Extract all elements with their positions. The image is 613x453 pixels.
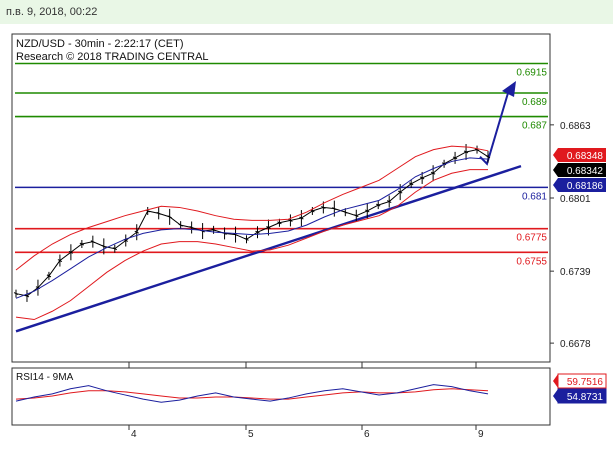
price-series — [15, 149, 489, 297]
price-tag-label: 0.68342 — [567, 166, 604, 177]
level-label: 0.689 — [522, 97, 547, 108]
timestamp: п.в. 9, 2018, 00:22 — [6, 6, 98, 18]
price-tag-pointer — [553, 163, 558, 177]
level-label: 0.6775 — [516, 233, 547, 244]
moving-average — [15, 157, 489, 299]
rsi-ma-line — [15, 388, 489, 400]
price-panel — [11, 33, 551, 363]
arrow-head — [502, 80, 516, 97]
rsi-panel — [11, 367, 551, 426]
level-label: 0.687 — [522, 121, 547, 132]
price-tag-label: 0.68186 — [567, 181, 604, 192]
chart: 0.6915 0.689 0.687 0.681 0.6775 0.6755 59.751… — [11, 33, 607, 440]
rsi-line — [15, 384, 489, 403]
x-tick-label: 9 — [478, 429, 484, 440]
y-tick-label: 0.6801 — [560, 194, 591, 205]
price-tag-label: 0.68348 — [567, 151, 604, 162]
rsi-tag-label: 54.8731 — [567, 392, 604, 403]
bollinger-upper — [15, 145, 489, 271]
bollinger-lower — [15, 169, 488, 321]
price-tag — [558, 163, 606, 177]
top-bar: п.в. 9, 2018, 00:22 — [0, 0, 613, 24]
price-tag-pointer — [553, 148, 558, 162]
rsi-tag-pointer — [553, 389, 558, 403]
level-label: 0.681 — [522, 191, 547, 202]
y-tick-label: 0.6678 — [560, 339, 591, 350]
level-label: 0.6915 — [516, 67, 547, 78]
support-trendline — [15, 165, 522, 333]
price-tag — [558, 178, 606, 192]
x-tick-label: 4 — [131, 429, 137, 440]
x-tick-label: 6 — [364, 429, 370, 440]
level-label: 0.6755 — [516, 256, 547, 267]
chart-subtitle: Research © 2018 TRADING CENTRAL — [16, 51, 209, 63]
price-tag — [558, 148, 606, 162]
chart-title: NZD/USD - 30min - 2:22:17 (CET) — [16, 38, 183, 50]
rsi-tag-label: 59.7516 — [567, 377, 604, 388]
y-tick-label: 0.6863 — [560, 121, 591, 132]
rsi-tag-pointer — [553, 374, 558, 388]
price-tag-pointer — [553, 178, 558, 192]
rsi-title: RSI14 - 9MA — [16, 372, 74, 383]
y-tick-label: 0.6739 — [560, 267, 591, 278]
x-tick-label: 5 — [248, 429, 254, 440]
